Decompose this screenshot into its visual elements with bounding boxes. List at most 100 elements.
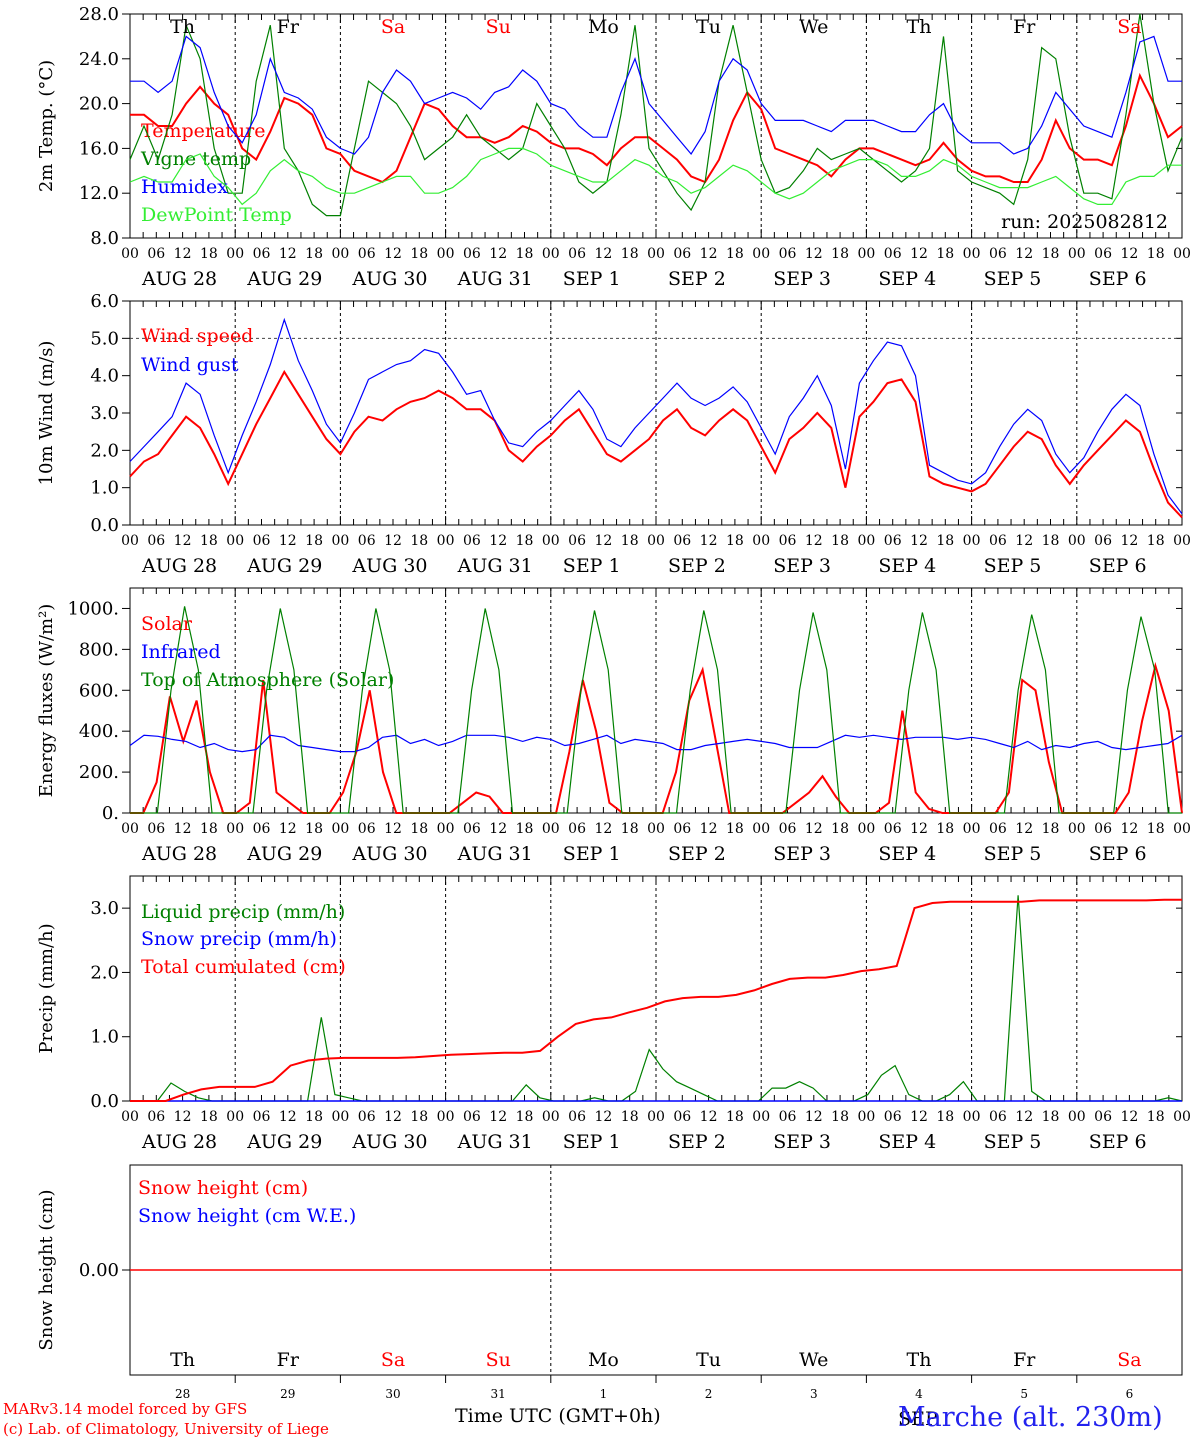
hour-tick-label: 06 bbox=[884, 533, 902, 549]
date-label: SEP 4 bbox=[878, 1131, 936, 1153]
date-label: SEP 2 bbox=[668, 1131, 726, 1153]
hour-tick-label: 06 bbox=[568, 1109, 586, 1125]
date-label: AUG 31 bbox=[457, 843, 533, 865]
hour-tick-label: 00 bbox=[752, 1109, 770, 1125]
series-line bbox=[130, 35, 1182, 156]
hour-tick-label: 00 bbox=[121, 1109, 139, 1125]
hour-tick-label: 18 bbox=[1042, 1109, 1060, 1125]
hour-tick-label: 06 bbox=[673, 533, 691, 549]
legend-entry: Humidex bbox=[141, 176, 228, 198]
y-tick-label: 1.0 bbox=[90, 1027, 119, 1048]
hour-tick-label: 00 bbox=[963, 821, 981, 837]
hour-tick-label: 18 bbox=[1042, 533, 1060, 549]
day-number: 5 bbox=[1020, 1387, 1028, 1401]
hour-tick-label: 06 bbox=[884, 246, 902, 262]
hour-tick-label: 18 bbox=[621, 1109, 639, 1125]
series-line bbox=[129, 147, 1182, 206]
hour-tick-label: 06 bbox=[1094, 246, 1112, 262]
hour-tick-label: 12 bbox=[1015, 821, 1033, 837]
hour-tick-label: 18 bbox=[1042, 246, 1060, 262]
hour-tick-label: 00 bbox=[331, 246, 349, 262]
hour-tick-label: 00 bbox=[963, 533, 981, 549]
hour-tick-label: 18 bbox=[410, 821, 428, 837]
hour-tick-label: 06 bbox=[989, 246, 1007, 262]
hour-tick-label: 00 bbox=[963, 246, 981, 262]
legend-entry: Solar bbox=[141, 613, 193, 635]
hour-tick-label: 18 bbox=[726, 1109, 744, 1125]
y-tick-label: 2.0 bbox=[90, 440, 119, 461]
hour-tick-label: 12 bbox=[805, 246, 823, 262]
hour-tick-label: 00 bbox=[1173, 821, 1191, 837]
hour-tick-label: 06 bbox=[358, 246, 376, 262]
date-label: SEP 6 bbox=[1089, 843, 1147, 865]
hour-tick-label: 00 bbox=[121, 533, 139, 549]
hour-tick-label: 12 bbox=[279, 246, 297, 262]
hour-tick-label: 18 bbox=[305, 533, 323, 549]
y-tick-label: 800. bbox=[79, 639, 119, 660]
hour-tick-label: 18 bbox=[621, 821, 639, 837]
hour-tick-label: 00 bbox=[226, 246, 244, 262]
hour-tick-label: 18 bbox=[200, 533, 218, 549]
hour-tick-label: 06 bbox=[989, 533, 1007, 549]
hour-tick-label: 12 bbox=[805, 821, 823, 837]
hour-tick-label: 18 bbox=[726, 246, 744, 262]
legend-entry: Snow precip (mm/h) bbox=[141, 928, 337, 950]
hour-tick-label: 06 bbox=[1094, 821, 1112, 837]
y-tick-label: 28.0 bbox=[79, 4, 119, 25]
legend-entry: Liquid precip (mm/h) bbox=[141, 901, 345, 923]
weekday-label: Tu bbox=[696, 16, 721, 38]
legend-entry: Total cumulated (cm) bbox=[141, 956, 346, 978]
date-label: SEP 6 bbox=[1089, 268, 1147, 290]
hour-tick-label: 06 bbox=[463, 1109, 481, 1125]
hour-tick-label: 18 bbox=[516, 1109, 534, 1125]
hour-tick-label: 12 bbox=[384, 821, 402, 837]
hour-tick-label: 18 bbox=[936, 1109, 954, 1125]
date-label: AUG 28 bbox=[141, 555, 217, 577]
hour-tick-label: 18 bbox=[410, 246, 428, 262]
hour-tick-label: 12 bbox=[1015, 246, 1033, 262]
y-tick-label: 12.0 bbox=[79, 183, 119, 204]
hour-tick-label: 00 bbox=[437, 1109, 455, 1125]
hour-tick-label: 00 bbox=[963, 1109, 981, 1125]
date-label: AUG 29 bbox=[246, 268, 322, 290]
hour-tick-label: 00 bbox=[752, 246, 770, 262]
date-label: SEP 1 bbox=[563, 1131, 621, 1153]
date-label: AUG 29 bbox=[246, 843, 322, 865]
y-axis-label: 2m Temp. (°C) bbox=[36, 60, 57, 192]
date-label: SEP 4 bbox=[878, 843, 936, 865]
hour-tick-label: 18 bbox=[1147, 533, 1165, 549]
y-tick-label: 1000. bbox=[67, 598, 119, 619]
hour-tick-label: 00 bbox=[542, 246, 560, 262]
date-label: SEP 5 bbox=[984, 268, 1042, 290]
hour-tick-label: 18 bbox=[410, 533, 428, 549]
y-tick-label: 16.0 bbox=[79, 138, 119, 159]
hour-tick-label: 12 bbox=[910, 533, 928, 549]
hour-tick-label: 18 bbox=[1147, 246, 1165, 262]
month-label: SEP bbox=[898, 1408, 938, 1430]
hour-tick-label: 06 bbox=[463, 246, 481, 262]
hour-tick-label: 06 bbox=[779, 821, 797, 837]
hour-tick-label: 06 bbox=[147, 533, 165, 549]
hour-tick-label: 18 bbox=[831, 533, 849, 549]
day-number: 28 bbox=[175, 1387, 190, 1401]
hour-tick-label: 00 bbox=[331, 821, 349, 837]
hour-tick-label: 00 bbox=[752, 533, 770, 549]
hour-tick-label: 06 bbox=[673, 246, 691, 262]
y-tick-label: 200. bbox=[79, 762, 119, 783]
hour-tick-label: 18 bbox=[200, 821, 218, 837]
hour-tick-label: 06 bbox=[1094, 1109, 1112, 1125]
day-number: 3 bbox=[810, 1387, 818, 1401]
y-tick-label: 600. bbox=[79, 680, 119, 701]
bottom-weekday-label: We bbox=[799, 1349, 828, 1371]
date-label: SEP 4 bbox=[878, 555, 936, 577]
hour-tick-label: 06 bbox=[989, 821, 1007, 837]
y-tick-label: 20.0 bbox=[79, 94, 119, 115]
hour-tick-label: 12 bbox=[910, 1109, 928, 1125]
date-label: SEP 6 bbox=[1089, 1131, 1147, 1153]
date-label: SEP 5 bbox=[984, 1131, 1042, 1153]
hour-tick-label: 18 bbox=[936, 821, 954, 837]
hour-tick-label: 06 bbox=[253, 246, 271, 262]
hour-tick-label: 06 bbox=[358, 1109, 376, 1125]
hour-tick-label: 00 bbox=[857, 1109, 875, 1125]
